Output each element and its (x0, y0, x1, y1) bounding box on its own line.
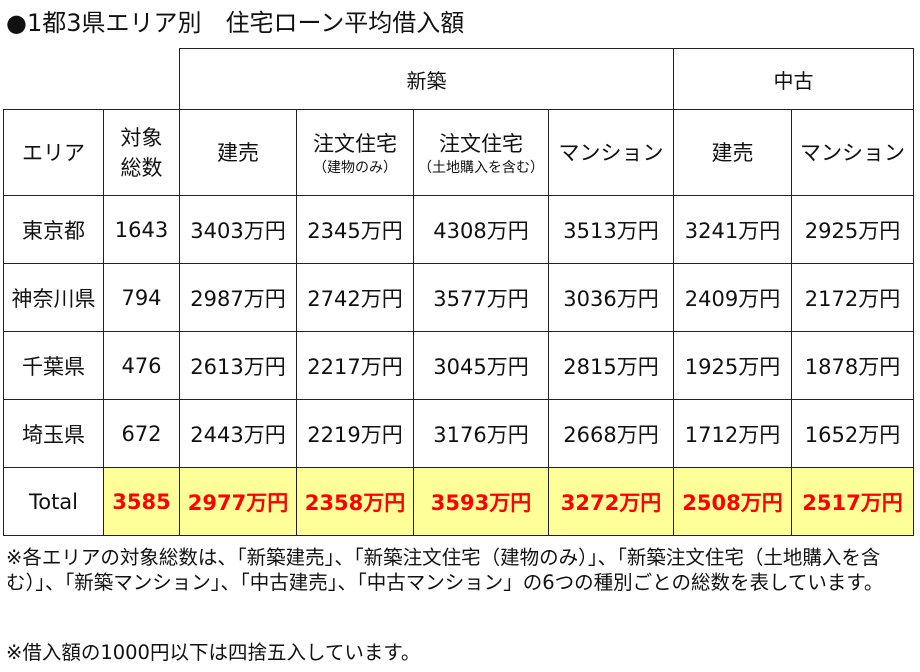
total-new-mansion: 3272万円 (548, 467, 674, 536)
cell-new-chumon-build: 2217万円 (296, 331, 414, 400)
cell-new-chumon-land: 3577万円 (413, 263, 549, 332)
table-row: 埼玉県 672 2443万円 2219万円 3176万円 2668万円 1712… (3, 399, 914, 468)
cell-count: 672 (103, 399, 180, 468)
table-row: 神奈川県 794 2987万円 2742万円 3577万円 3036万円 240… (3, 263, 914, 332)
total-label: Total (3, 467, 104, 536)
total-new-chumon-build: 2358万円 (296, 467, 414, 536)
cell-new-mansion: 3513万円 (548, 195, 674, 264)
cell-new-chumon-land: 3045万円 (413, 331, 549, 400)
header-used-mansion: マンション (791, 109, 914, 196)
cell-used-mansion: 2172万円 (791, 263, 914, 332)
cell-used-tateuri: 3241万円 (673, 195, 792, 264)
cell-used-tateuri: 2409万円 (673, 263, 792, 332)
cell-count: 1643 (103, 195, 180, 264)
total-row: Total 3585 2977万円 2358万円 3593万円 3272万円 2… (3, 467, 914, 536)
table-row: 東京都 1643 3403万円 2345万円 4308万円 3513万円 324… (3, 195, 914, 264)
table-row: 千葉県 476 2613万円 2217万円 3045万円 2815万円 1925… (3, 331, 914, 400)
column-header-row: エリア 対象 総数 建売 注文住宅 （建物のみ） 注文住宅 （土地購入を含む） … (3, 109, 914, 196)
total-used-tateuri: 2508万円 (673, 467, 792, 536)
cell-new-chumon-build: 2345万円 (296, 195, 414, 264)
header-new-chumon-land: 注文住宅 （土地購入を含む） (413, 109, 549, 196)
header-new-chumon-build-sub: （建物のみ） (313, 159, 397, 176)
total-count: 3585 (103, 467, 180, 536)
header-new-chumon-build-label: 注文住宅 (313, 131, 397, 156)
header-used-tateuri: 建売 (673, 109, 792, 196)
cell-new-tateuri: 2987万円 (179, 263, 297, 332)
header-new-chumon-land-label: 注文住宅 (439, 131, 523, 156)
cell-used-mansion: 1652万円 (791, 399, 914, 468)
header-count-line2: 総数 (120, 155, 163, 180)
group-header-row: 新築 中古 (3, 48, 914, 110)
cell-area: 千葉県 (3, 331, 104, 400)
total-used-mansion: 2517万円 (791, 467, 914, 536)
cell-new-mansion: 2815万円 (548, 331, 674, 400)
cell-count: 476 (103, 331, 180, 400)
total-new-chumon-land: 3593万円 (413, 467, 549, 536)
cell-used-mansion: 1878万円 (791, 331, 914, 400)
page-title: ●1都3県エリア別 住宅ローン平均借入額 (6, 9, 465, 37)
header-new-chumon-build: 注文住宅 （建物のみ） (296, 109, 414, 196)
cell-used-tateuri: 1925万円 (673, 331, 792, 400)
cell-new-chumon-build: 2742万円 (296, 263, 414, 332)
footnote-rounding: ※借入額の1000円以下は四捨五入しています。 (6, 641, 421, 664)
cell-new-chumon-land: 4308万円 (413, 195, 549, 264)
blank-corner-cell (3, 48, 180, 110)
cell-used-tateuri: 1712万円 (673, 399, 792, 468)
cell-used-mansion: 2925万円 (791, 195, 914, 264)
footnote-count: ※各エリアの対象総数は、「新築建売」、「新築注文住宅（建物のみ）」、「新築注文住… (6, 546, 884, 594)
header-count: 対象 総数 (103, 109, 180, 196)
header-count-line1: 対象 (120, 125, 163, 150)
cell-area: 東京都 (3, 195, 104, 264)
cell-new-tateuri: 3403万円 (179, 195, 297, 264)
total-new-tateuri: 2977万円 (179, 467, 297, 536)
header-area: エリア (3, 109, 104, 196)
cell-count: 794 (103, 263, 180, 332)
group-header-new: 新築 (179, 48, 674, 110)
header-new-chumon-land-sub: （土地購入を含む） (418, 159, 544, 176)
cell-new-tateuri: 2443万円 (179, 399, 297, 468)
cell-area: 埼玉県 (3, 399, 104, 468)
cell-area: 神奈川県 (3, 263, 104, 332)
header-new-mansion: マンション (548, 109, 674, 196)
group-header-used: 中古 (673, 48, 914, 110)
cell-new-chumon-land: 3176万円 (413, 399, 549, 468)
header-new-tateuri: 建売 (179, 109, 297, 196)
loan-table: 新築 中古 エリア 対象 総数 建売 注文住宅 （建物のみ） 注文住宅 （土地購… (3, 48, 914, 536)
cell-new-mansion: 3036万円 (548, 263, 674, 332)
cell-new-chumon-build: 2219万円 (296, 399, 414, 468)
cell-new-tateuri: 2613万円 (179, 331, 297, 400)
cell-new-mansion: 2668万円 (548, 399, 674, 468)
